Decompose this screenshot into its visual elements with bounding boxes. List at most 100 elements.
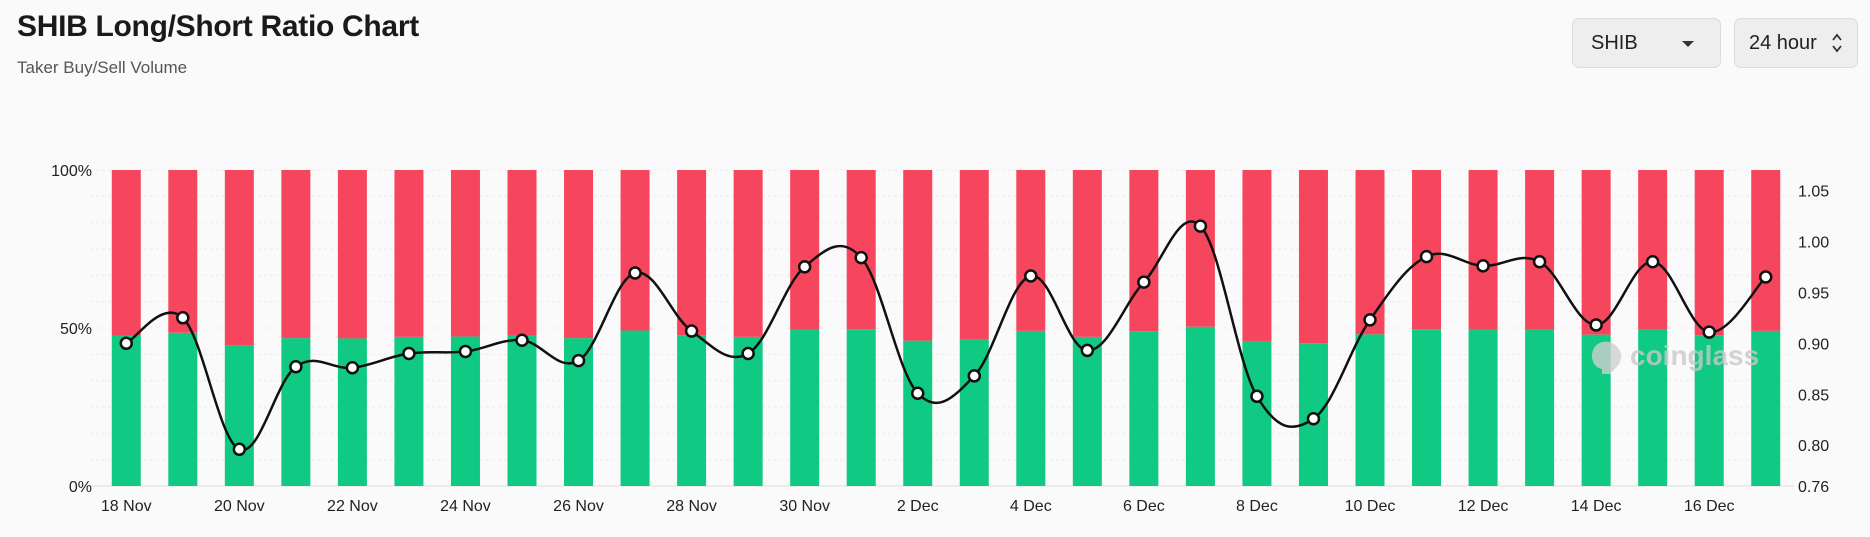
chevron-down-icon [1682, 41, 1694, 47]
ratio-point[interactable] [1024, 269, 1038, 283]
short-bar [1638, 170, 1668, 330]
short-bar [1242, 170, 1272, 341]
short-bar [337, 170, 367, 339]
ratio-point[interactable] [628, 266, 642, 280]
ratio-line [125, 220, 1767, 452]
ratio-point[interactable] [232, 442, 247, 457]
coin-select[interactable]: SHIB [1572, 18, 1721, 68]
x-tick-label: 8 Dec [1236, 498, 1278, 515]
ratio-point[interactable] [1080, 343, 1095, 358]
ratio-point[interactable] [119, 336, 134, 351]
interval-select-value: 24 hour [1749, 31, 1817, 54]
long-bar [733, 336, 763, 486]
long-bar [1468, 329, 1498, 486]
short-bar [1185, 170, 1215, 327]
long-bar [1072, 336, 1102, 486]
short-bar [281, 170, 311, 339]
ratio-point[interactable] [1645, 254, 1660, 269]
ratio-point[interactable] [1193, 219, 1208, 233]
y-right-tick-label: 0.76 [1798, 479, 1829, 496]
ratio-point[interactable] [1476, 259, 1490, 273]
short-bar [959, 170, 989, 340]
ratio-point[interactable] [1589, 318, 1603, 332]
short-bar [677, 170, 707, 336]
x-tick-label: 4 Dec [1010, 498, 1052, 515]
ratio-point[interactable] [571, 353, 586, 368]
long-bar [394, 336, 424, 486]
short-bar [111, 170, 141, 336]
short-bar [1072, 170, 1102, 337]
short-bar [1468, 170, 1498, 330]
y-left-tick-label: 100% [51, 163, 92, 180]
short-bar [450, 170, 480, 337]
bar-series [111, 170, 1781, 486]
short-bar [1129, 170, 1159, 332]
ratio-point[interactable] [1702, 325, 1716, 339]
y-right-tick-label: 0.80 [1798, 438, 1829, 455]
coin-select-value: SHIB [1591, 31, 1638, 54]
watermark: coinglass [1592, 340, 1759, 374]
page-subtitle: Taker Buy/Sell Volume [17, 58, 188, 77]
short-bar [1694, 170, 1724, 336]
sort-updown-icon [1832, 33, 1842, 53]
ratio-line-series [119, 219, 1773, 457]
long-bar [1185, 326, 1215, 486]
coinglass-logo-icon [1592, 341, 1622, 374]
long-bar [677, 335, 707, 486]
short-bar [168, 170, 198, 333]
short-bar [620, 170, 650, 331]
ratio-point[interactable] [458, 344, 473, 359]
y-axis-right: 0.76 0.80 0.85 0.90 0.95 1.00 1.05 [1798, 183, 1829, 496]
short-bar [1581, 170, 1611, 335]
ratio-point[interactable] [345, 361, 360, 375]
long-bar [1638, 329, 1668, 486]
ratio-point[interactable] [854, 250, 868, 265]
short-bar [1355, 170, 1385, 335]
interval-select[interactable]: 24 hour [1734, 18, 1858, 68]
long-bar [507, 335, 537, 486]
ratio-point[interactable] [967, 369, 982, 383]
ratio-point[interactable] [402, 346, 416, 361]
y-left-tick-label: 50% [60, 321, 92, 338]
x-tick-label: 20 Nov [214, 498, 265, 515]
x-tick-label: 24 Nov [440, 498, 491, 515]
short-bar [1016, 170, 1046, 331]
long-bar [1751, 330, 1781, 486]
ratio-point[interactable] [1363, 313, 1377, 327]
long-bar [846, 329, 876, 486]
short-bar [1751, 170, 1781, 331]
long-bar [1016, 330, 1046, 486]
x-tick-label: 18 Nov [101, 498, 152, 515]
long-bar [1694, 335, 1724, 486]
ratio-point[interactable] [1419, 249, 1434, 264]
short-bar [790, 170, 820, 330]
ratio-point[interactable] [289, 359, 303, 374]
long-bar [1525, 329, 1555, 486]
short-bar [224, 170, 254, 346]
y-right-tick-label: 1.00 [1798, 234, 1829, 251]
ratio-point[interactable] [1758, 270, 1773, 284]
long-bar [1129, 331, 1159, 486]
y-right-tick-label: 1.05 [1798, 183, 1829, 200]
x-axis: 18 Nov 20 Nov 22 Nov 24 Nov 26 Nov 28 Nov 30 N… [101, 498, 1735, 515]
short-bar [733, 170, 763, 337]
ratio-point[interactable] [176, 311, 190, 325]
long-bar [903, 340, 933, 486]
long-bar [1412, 329, 1442, 486]
ratio-point[interactable] [1306, 411, 1321, 426]
y-left-tick-label: 0% [69, 479, 92, 496]
ratio-point[interactable] [1250, 389, 1264, 404]
watermark-text: coinglass [1630, 340, 1759, 371]
ratio-point[interactable] [1532, 254, 1547, 269]
ratio-point[interactable] [1137, 275, 1151, 289]
ratio-point[interactable] [684, 324, 699, 338]
x-tick-label: 28 Nov [666, 498, 717, 515]
ratio-point[interactable] [515, 333, 529, 347]
ratio-point[interactable] [910, 386, 925, 400]
short-bar [1525, 170, 1555, 330]
ratio-point[interactable] [741, 346, 755, 361]
ratio-point[interactable] [797, 260, 812, 274]
short-bar [564, 170, 594, 339]
short-bar [394, 170, 424, 337]
